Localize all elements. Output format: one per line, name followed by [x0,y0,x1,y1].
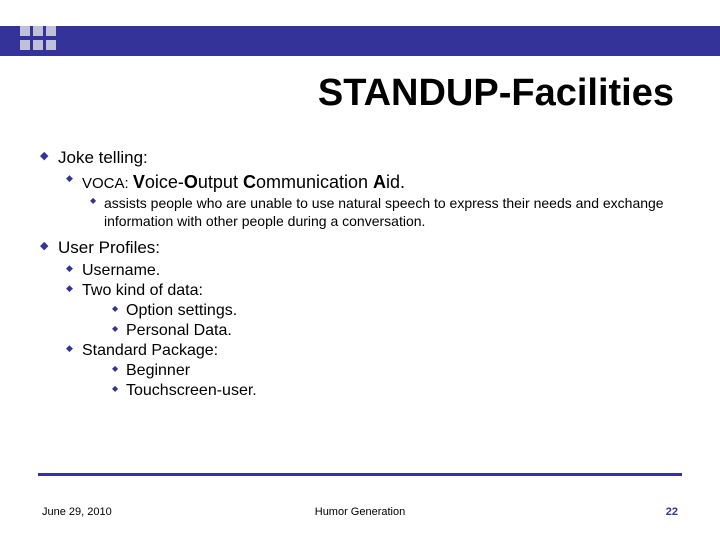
bullet-personal-data: Personal Data. [40,322,680,340]
voca-utput: utput [198,172,243,192]
bullet-username: Username. [40,262,680,280]
bullet-two-kind: Two kind of data: [40,282,680,300]
bullet-joke-telling: Joke telling: [40,148,680,168]
bullet-beginner: Beginner [40,362,680,380]
header-decoration-row2 [20,40,56,50]
voca-c: C [243,172,256,192]
voca-oice: oice- [145,172,184,192]
voca-id: id. [386,172,405,192]
footer-title: Humor Generation [0,506,720,518]
voca-o: O [184,172,198,192]
header-bar [0,26,720,56]
voca-omm: ommunication [256,172,373,192]
bullet-touchscreen: Touchscreen-user. [40,382,680,400]
bullet-user-profiles: User Profiles: [40,238,680,258]
bullet-standard-package: Standard Package: [40,342,680,360]
bullet-option-settings: Option settings. [40,302,680,320]
footer-page-number: 22 [666,506,678,518]
bullet-voca: VOCA: Voice-Output Communication Aid. [40,172,680,193]
voca-prefix: VOCA: [82,175,133,192]
voca-a: A [373,172,386,192]
voca-v: V [133,172,145,192]
footer-divider [38,473,682,476]
bullet-voca-desc: assists people who are unable to use nat… [40,195,680,230]
slide-body: Joke telling: VOCA: Voice-Output Communi… [40,148,680,402]
header-decoration-row1 [20,26,56,36]
slide-title: STANDUP-Facilities [318,72,674,115]
